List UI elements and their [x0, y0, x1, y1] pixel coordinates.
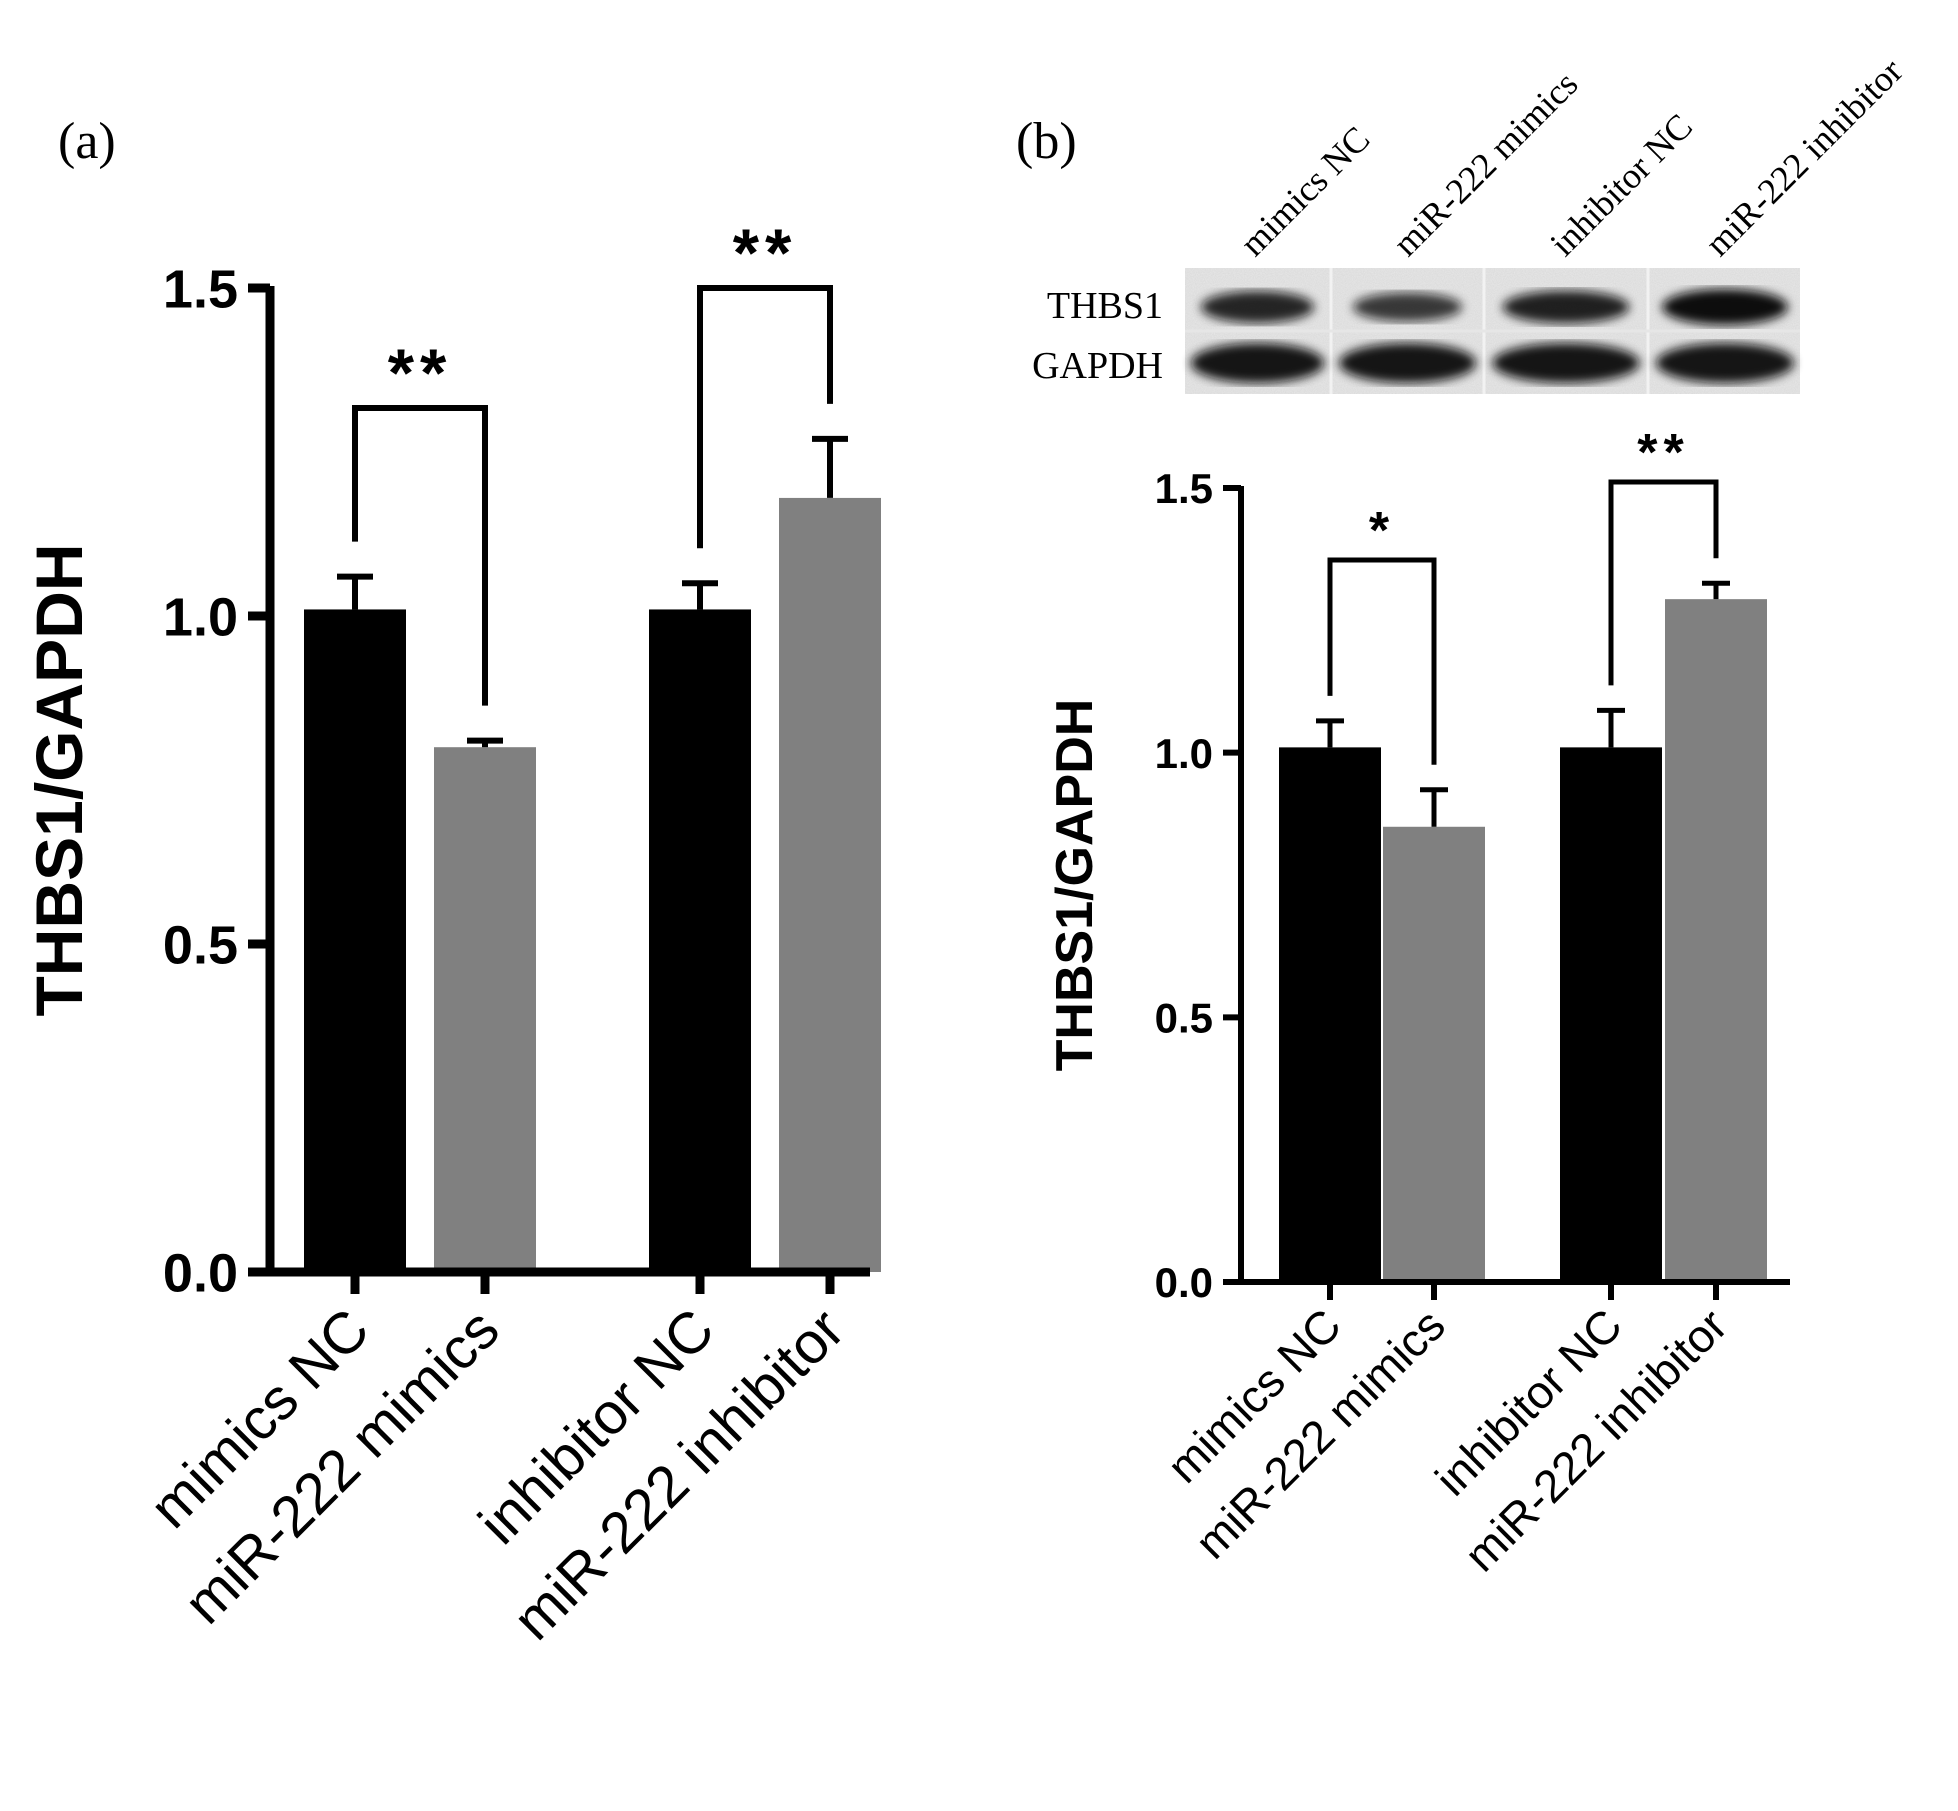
- y-axis-label: THBS1/GAPDH: [22, 543, 96, 1016]
- significance-label-2: **: [733, 216, 798, 291]
- y-tick-label-2: 0.5: [1155, 994, 1213, 1041]
- bar-3: [649, 609, 751, 1272]
- significance-label-1: *: [1369, 502, 1395, 560]
- bar-4: [1665, 599, 1767, 1282]
- gapdh-band-1: [1190, 343, 1325, 383]
- blot-row-label-1: THBS1: [1047, 285, 1163, 327]
- significance-bracket-2: [697, 285, 833, 549]
- bar-1: [304, 609, 406, 1272]
- significance-label-1: **: [388, 336, 453, 411]
- panel-b-label: (b): [1016, 113, 1077, 170]
- blot-lane-label-4: miR-222 inhibitor: [1697, 51, 1910, 264]
- bar-3: [1560, 747, 1662, 1282]
- blot-lane-label-3: inhibitor NC: [1542, 106, 1700, 264]
- thbs1-band-2: [1352, 292, 1463, 322]
- bar-4: [779, 497, 881, 1272]
- y-tick-label-1: 0.0: [163, 1243, 238, 1303]
- y-tick-label-3: 1.0: [1155, 730, 1213, 777]
- blot-row-label-2: GAPDH: [1032, 345, 1163, 387]
- significance-bracket-1: [1327, 557, 1437, 765]
- blot-lane-label-1: mimics NC: [1232, 119, 1377, 264]
- thbs1-band-1: [1200, 291, 1315, 323]
- y-tick-label-4: 1.5: [1155, 465, 1213, 512]
- thbs1-band-4: [1662, 289, 1788, 325]
- gapdh-band-2: [1338, 343, 1477, 383]
- gapdh-band-4: [1656, 343, 1794, 383]
- bar-2: [1383, 826, 1485, 1282]
- y-tick-label-1: 0.0: [1155, 1259, 1213, 1306]
- bar-2: [434, 747, 536, 1272]
- panel-a-label: (a): [58, 113, 116, 170]
- bar-1: [1279, 747, 1381, 1282]
- significance-bracket-2: [1608, 479, 1719, 686]
- gapdh-band-3: [1492, 343, 1640, 383]
- y-axis-label: THBS1/GAPDH: [1046, 699, 1104, 1072]
- significance-bracket-1: [352, 405, 488, 706]
- y-tick-label-3: 1.0: [163, 587, 238, 647]
- y-tick-label-4: 1.5: [163, 259, 238, 319]
- thbs1-band-3: [1502, 290, 1630, 324]
- significance-label-2: **: [1637, 424, 1689, 482]
- y-tick-label-2: 0.5: [163, 915, 238, 975]
